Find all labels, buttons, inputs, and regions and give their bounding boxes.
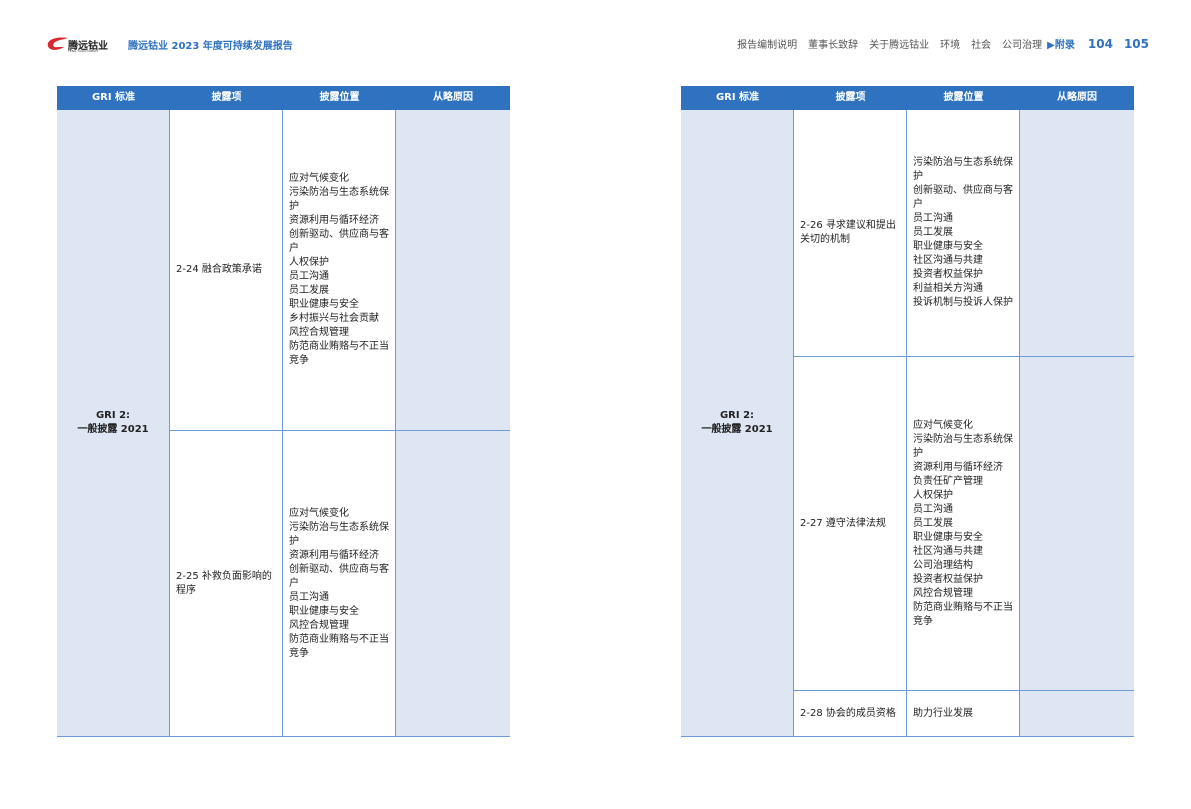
item-cell: 2-25 补救负面影响的程序 (170, 431, 283, 737)
item-cell: 2-27 遵守法律法规 (794, 357, 907, 691)
location: 职业健康与安全 (289, 605, 359, 617)
page-number: 104 (1087, 36, 1113, 51)
item-cell: 2-24 融合政策承诺 (170, 110, 283, 431)
location: 应对气候变化 (913, 419, 973, 431)
page-number: 105 (1123, 36, 1149, 51)
standard-line: GRI 2: (95, 410, 131, 421)
location: 资源利用与循环经济 (289, 215, 379, 226)
location: 防范商业贿赂与不正当竞争 (289, 341, 389, 366)
location: 职业健康与安全 (913, 241, 983, 252)
location: 人权保护 (289, 257, 329, 268)
location-list: 助力行业发展 (913, 707, 973, 721)
nav-active-label[interactable]: 附录 (1054, 40, 1075, 51)
logo-mark (47, 37, 68, 50)
location-list: 应对气候变化污染防治与生态系统保护资源利用与循环经济 负责任矿产管理 人权保护员工沟… (913, 419, 1013, 629)
location: 污染防治与生态系统保护 (289, 521, 389, 547)
location-cell: 污染防治与生态系统保护 创新驱动、供应商与客户员工沟通员工发展职业健康与安全 社区沟… (907, 110, 1020, 357)
omission-cell (1020, 691, 1134, 737)
location: 员工沟通 (913, 503, 953, 515)
standard-cell: GRI 2: 一般披露 2021 (681, 110, 794, 737)
nav: 报告编制说明 董事长致辞 关于腾远钴业 环境 社会 公司治理 ▶附录 104 105 (737, 36, 1149, 52)
column-header: 披露位置 (907, 86, 1020, 110)
location: 人权保护 (913, 489, 953, 501)
location: 社区沟通与共建 (913, 545, 983, 557)
omission-cell (396, 110, 510, 431)
logo-subtext: TENG YUAN COBALT (68, 49, 99, 53)
location: 风控合规管理 (289, 619, 349, 631)
location: 乡村振兴与社会贡献 (289, 313, 379, 324)
location: 社区沟通与共建 (913, 255, 983, 266)
nav-item[interactable]: 报告编制说明 (737, 40, 798, 51)
location-cell: 应对气候变化污染防治与生态系统保护资源利用与循环经济创新驱动、供应商与客户员工沟… (283, 431, 396, 737)
column-header: 披露项 (794, 86, 907, 110)
location: 员工发展 (913, 227, 953, 238)
column-header: 从略原因 (1020, 86, 1134, 110)
column-header: GRI 标准 (681, 86, 794, 110)
location-list: 应对气候变化污染防治与生态系统保护资源利用与循环经济创新驱动、供应商与客户人权保… (289, 172, 389, 368)
location: 负责任矿产管理 (913, 475, 983, 487)
location: 创新驱动、供应商与客户 (913, 185, 1013, 210)
nav-item[interactable]: 社会 (971, 40, 992, 51)
location: 创新驱动、供应商与客户 (289, 563, 389, 589)
location: 风控合规管理 (289, 327, 349, 338)
location: 职业健康与安全 (913, 531, 983, 543)
location: 员工沟通 (289, 271, 329, 282)
report-title: 腾远钴业 2023 年度可持续发展报告 (128, 41, 293, 52)
location: 应对气候变化 (289, 173, 349, 184)
location: 污染防治与生态系统保护 (289, 187, 389, 212)
nav-active: ▶附录 (1047, 40, 1075, 51)
standard-line: 一般披露 2021 (77, 424, 149, 435)
location: 污染防治与生态系统保护 (913, 433, 1013, 459)
location: 污染防治与生态系统保护 (913, 157, 1013, 182)
location-list: 污染防治与生态系统保护 创新驱动、供应商与客户员工沟通员工发展职业健康与安全 社区沟… (913, 156, 1013, 310)
column-header: 披露位置 (283, 86, 396, 110)
standard-line: GRI 2: (719, 410, 755, 421)
column-header: GRI 标准 (57, 86, 170, 110)
location-cell: 应对气候变化污染防治与生态系统保护资源利用与循环经济 负责任矿产管理 人权保护员工沟… (907, 357, 1020, 691)
omission-cell (396, 431, 510, 737)
omission-cell (1020, 110, 1134, 357)
nav-item[interactable]: 董事长致辞 (808, 40, 859, 51)
location: 利益相关方沟通 (913, 283, 983, 294)
location-cell: 助力行业发展 (907, 691, 1020, 737)
location-cell: 应对气候变化污染防治与生态系统保护资源利用与循环经济创新驱动、供应商与客户人权保… (283, 110, 396, 431)
nav-item[interactable]: 关于腾远钴业 (869, 40, 930, 51)
standard-cell: GRI 2: 一般披露 2021 (57, 110, 170, 737)
column-header: 披露项 (170, 86, 283, 110)
location: 投资者权益保护 (913, 269, 983, 280)
location: 助力行业发展 (913, 707, 973, 719)
location: 投资者权益保护 (913, 573, 983, 585)
location: 员工沟通 (289, 591, 329, 603)
column-header: 从略原因 (396, 86, 510, 110)
location: 风控合规管理 (913, 587, 973, 599)
location: 应对气候变化 (289, 507, 349, 519)
location: 资源利用与循环经济 (913, 461, 1003, 473)
location: 资源利用与循环经济 (289, 549, 379, 561)
location-list: 应对气候变化污染防治与生态系统保护资源利用与循环经济创新驱动、供应商与客户员工沟… (289, 507, 389, 661)
location: 投诉机制与投诉人保护 (913, 297, 1013, 308)
location: 员工发展 (913, 517, 953, 529)
nav-item[interactable]: 公司治理 (1002, 40, 1043, 51)
logo-text: 腾远钴业 (68, 41, 108, 52)
location: 员工沟通 (913, 213, 953, 224)
item-cell: 2-26 寻求建议和提出关切的机制 (794, 110, 907, 357)
nav-item[interactable]: 环境 (940, 40, 961, 51)
location: 员工发展 (289, 285, 329, 296)
omission-cell (1020, 357, 1134, 691)
location: 防范商业贿赂与不正当竞争 (913, 601, 1013, 627)
item-cell: 2-28 协会的成员资格 (794, 691, 907, 737)
location: 职业健康与安全 (289, 299, 359, 310)
location: 防范商业贿赂与不正当竞争 (289, 633, 389, 659)
location: 公司治理结构 (913, 559, 973, 571)
standard-line: 一般披露 2021 (701, 424, 773, 435)
location: 创新驱动、供应商与客户 (289, 229, 389, 254)
